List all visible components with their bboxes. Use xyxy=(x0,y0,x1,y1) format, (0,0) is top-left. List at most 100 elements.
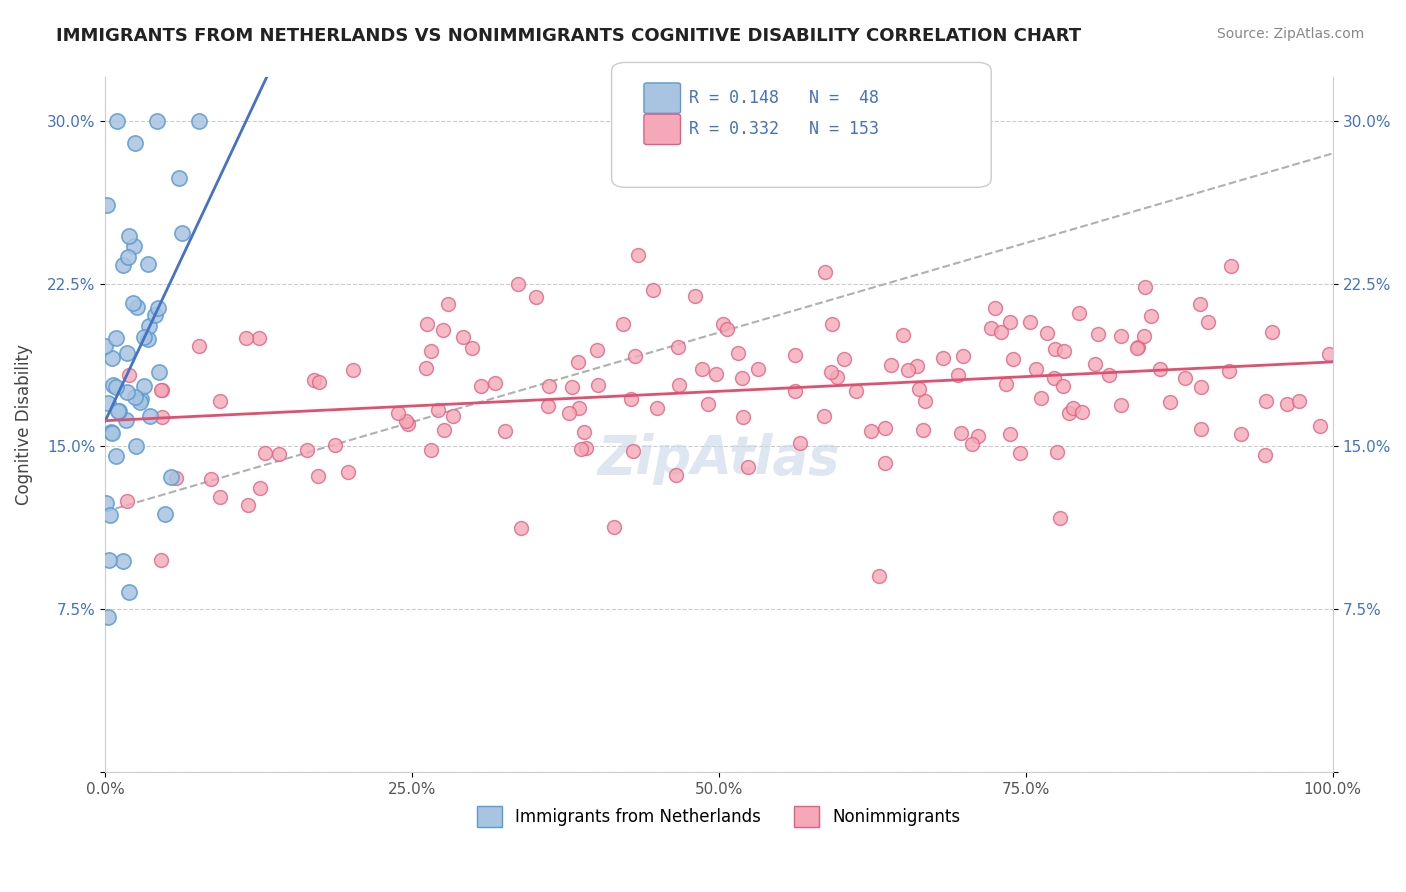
Point xyxy=(145,113,167,128)
Point xyxy=(1000,315,1022,329)
Point xyxy=(1052,378,1074,392)
Point xyxy=(683,289,706,303)
Point xyxy=(98,508,121,522)
Point xyxy=(905,359,928,374)
Point xyxy=(526,290,548,304)
Point xyxy=(437,296,460,310)
Point xyxy=(200,473,222,487)
Point xyxy=(575,441,598,455)
Point xyxy=(415,360,437,375)
Point xyxy=(1083,357,1105,371)
Point xyxy=(727,346,749,360)
Point xyxy=(124,136,146,151)
Point xyxy=(247,331,270,345)
Point xyxy=(153,507,176,521)
Point xyxy=(737,460,759,475)
Point xyxy=(612,318,634,332)
Point xyxy=(115,346,138,360)
Point xyxy=(124,390,146,404)
Point xyxy=(149,383,172,397)
Point xyxy=(574,425,596,439)
Point xyxy=(1149,362,1171,376)
Point xyxy=(494,424,516,438)
Point xyxy=(880,358,903,372)
Point xyxy=(238,499,260,513)
Point xyxy=(105,113,128,128)
Point xyxy=(470,379,492,393)
Point xyxy=(484,376,506,391)
Point xyxy=(1001,351,1024,366)
Point xyxy=(115,384,138,399)
Point xyxy=(747,362,769,376)
Point xyxy=(308,375,330,389)
Point xyxy=(571,442,593,456)
Point xyxy=(1019,315,1042,329)
Point xyxy=(1029,391,1052,405)
Point xyxy=(441,409,464,424)
Point xyxy=(834,352,856,367)
Text: R = 0.148   N =  48: R = 0.148 N = 48 xyxy=(689,89,879,107)
Point xyxy=(990,325,1012,339)
Point xyxy=(1219,260,1241,274)
Point xyxy=(426,402,449,417)
Point xyxy=(115,413,138,427)
Point xyxy=(960,436,983,450)
Point xyxy=(1062,401,1084,415)
Point xyxy=(143,308,166,322)
Point xyxy=(115,493,138,508)
Point xyxy=(134,329,156,343)
Point xyxy=(716,322,738,336)
Point xyxy=(235,331,257,345)
Point xyxy=(165,471,187,485)
Point xyxy=(146,301,169,315)
Point xyxy=(419,344,441,359)
Point xyxy=(117,250,139,264)
Point xyxy=(820,365,842,379)
Point xyxy=(1010,446,1032,460)
Point xyxy=(825,369,848,384)
Point xyxy=(167,171,190,186)
Point xyxy=(108,404,131,418)
Point xyxy=(100,425,122,439)
Point xyxy=(188,113,211,128)
Point xyxy=(122,296,145,310)
Point xyxy=(1109,328,1132,343)
Point xyxy=(932,351,955,366)
Point xyxy=(150,553,173,567)
Point xyxy=(188,339,211,353)
Text: R = 0.332   N = 153: R = 0.332 N = 153 xyxy=(689,120,879,138)
Point xyxy=(1042,370,1064,384)
Point xyxy=(105,331,128,345)
Point xyxy=(152,410,174,425)
Point xyxy=(208,490,231,504)
Point xyxy=(946,368,969,382)
Point xyxy=(1053,343,1076,358)
Point xyxy=(984,301,1007,315)
Point xyxy=(1133,329,1156,343)
Point xyxy=(623,350,645,364)
Point xyxy=(1309,418,1331,433)
Point xyxy=(101,351,124,365)
Point xyxy=(860,424,883,438)
Point xyxy=(586,343,609,357)
Point xyxy=(150,383,173,397)
Point xyxy=(1256,394,1278,409)
Point xyxy=(537,399,560,413)
Point xyxy=(568,401,591,415)
Point xyxy=(1288,393,1310,408)
Point xyxy=(118,229,141,244)
Point xyxy=(558,407,581,421)
Point xyxy=(845,384,868,398)
Point xyxy=(995,376,1018,391)
Point xyxy=(396,417,419,432)
Point xyxy=(704,368,727,382)
Point xyxy=(1317,347,1340,361)
Point xyxy=(1087,326,1109,341)
Point xyxy=(1025,362,1047,376)
Point xyxy=(1277,397,1299,411)
Point xyxy=(139,409,162,424)
Point xyxy=(789,436,811,450)
Point xyxy=(1189,297,1212,311)
Point xyxy=(783,384,806,398)
Point xyxy=(101,425,124,440)
